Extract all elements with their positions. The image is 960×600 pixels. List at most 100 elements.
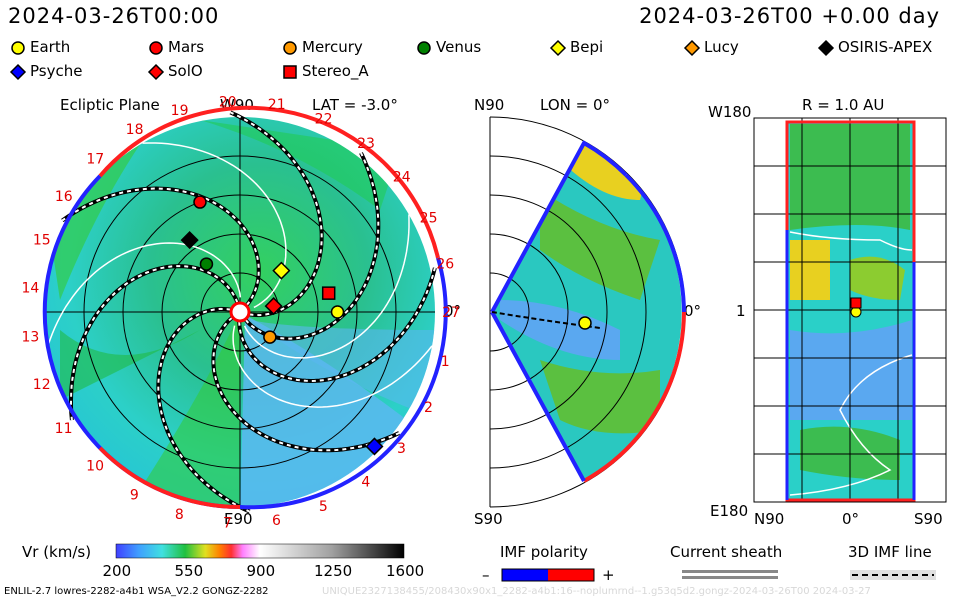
imf-line-dash (61, 187, 260, 306)
colorbar-tick-1250: 1250 (314, 562, 353, 580)
colorbar-label: Vr (km/s) (22, 543, 92, 561)
meridional-earth-marker (578, 316, 592, 330)
body-mercury (263, 330, 277, 344)
legend-marker (147, 63, 165, 80)
carrington-tick-17: 17 (86, 151, 104, 167)
carrington-tick-2: 2 (424, 400, 433, 416)
carrington-tick-5: 5 (319, 499, 328, 515)
legend-item-osiris-apex: OSIRIS-APEX (817, 38, 933, 56)
carrington-tick-21: 21 (268, 97, 286, 113)
datetime-left: 2024-03-26T00:00 (8, 4, 220, 28)
legend-marker (149, 40, 163, 55)
legend-item-mars: Mars (148, 38, 204, 56)
body-earth (330, 305, 345, 319)
radial-stereo-marker (850, 297, 862, 309)
carrington-tick-23: 23 (357, 136, 375, 152)
legend-label: OSIRIS-APEX (838, 38, 933, 56)
imf-line-dash (157, 307, 251, 513)
sun-marker (229, 301, 251, 323)
carrington-tick-19: 19 (171, 103, 189, 119)
radial-r-label: R = 1.0 AU (802, 96, 885, 114)
ecliptic-boundary-red (98, 105, 440, 259)
legend-label: Venus (436, 38, 482, 56)
legend-marker (683, 39, 701, 56)
footer-right: UNIQUE2327138455/208430x90x1_2282-a4b1:1… (322, 586, 871, 597)
colorbar-tick-900: 900 (246, 562, 276, 580)
ecliptic-title: Ecliptic Plane (60, 96, 160, 114)
ecliptic-spirals (47, 110, 437, 514)
legend-marker (417, 40, 431, 55)
body-stereo-a (321, 286, 336, 300)
legend-item-bepi: Bepi (549, 38, 603, 56)
datetime-right: 2024-03-26T00 +0.00 day (639, 4, 940, 28)
sheath-label: Current sheath (670, 543, 783, 561)
radial-x-mid-label: 0° (842, 510, 860, 528)
carrington-tick-18: 18 (126, 122, 144, 138)
colorbar-tick-550: 550 (174, 562, 204, 580)
ecliptic-right-label: 0° (444, 302, 462, 320)
ecliptic-bodies (180, 195, 384, 456)
radial-x-right-label: S90 (914, 510, 943, 528)
radial-left-mid-label: 1 (736, 302, 746, 320)
radial-x-left-label: N90 (754, 510, 785, 528)
current-sheath-line (47, 242, 242, 347)
meridional-right-label: 0° (684, 302, 702, 320)
legend-item-mercury: Mercury (282, 38, 363, 56)
carrington-tick-24: 24 (393, 169, 411, 185)
radial-left-bottom-label: E180 (710, 502, 749, 520)
legend-marker (549, 39, 567, 56)
imf-minus: – (482, 566, 490, 584)
current-sheath-line (243, 214, 410, 359)
meridional-top-label: N90 (474, 96, 505, 114)
carrington-tick-14: 14 (21, 280, 39, 296)
body-bepi (272, 261, 291, 280)
colorbar-tick-1600: 1600 (386, 562, 425, 580)
imfline-label: 3D IMF line (848, 543, 932, 561)
radial-left-top-label: W180 (708, 103, 752, 121)
carrington-tick-3: 3 (397, 441, 406, 457)
legend-label: Earth (30, 38, 71, 56)
body-solo (264, 297, 283, 316)
body-mars (193, 195, 207, 209)
imf-line-dash (229, 111, 323, 317)
footer-left: ENLIL-2.7 lowres-2282-a4b1 WSA_V2.2 GONG… (4, 586, 269, 597)
meridional-boundary-red (583, 311, 686, 483)
colorbar-tick-200: 200 (102, 562, 132, 580)
carrington-tick-12: 12 (33, 377, 51, 393)
legend-item-lucy: Lucy (683, 38, 739, 56)
legend-marker (11, 40, 25, 55)
legend-label: SolO (168, 62, 203, 80)
carrington-tick-11: 11 (55, 421, 73, 437)
ecliptic-bottom-label: E90 (224, 510, 253, 528)
legend-item-venus: Venus (416, 38, 481, 56)
ecliptic-lat-label: LAT = -3.0° (312, 96, 398, 114)
imf-line-dash (238, 267, 436, 383)
legend-label: Mars (168, 38, 205, 56)
current-sheath-line (232, 325, 433, 408)
imf-label: IMF polarity (500, 543, 588, 561)
carrington-tick-15: 15 (33, 233, 51, 249)
meridional-boundary-blue (490, 140, 628, 313)
legend-label: Mercury (302, 38, 363, 56)
meridional-bottom-label: S90 (474, 510, 503, 528)
carrington-tick-1: 1 (441, 354, 450, 370)
ecliptic-boundary-red2 (98, 446, 241, 510)
legend-marker (9, 63, 27, 80)
body-osiris-apex (180, 231, 199, 250)
current-sheath-line (142, 142, 287, 309)
meridional-lon-label: LON = 0° (540, 96, 610, 114)
legend-item-solo: SolO (147, 62, 203, 80)
imf-plus: + (602, 566, 615, 584)
legend-label: Stereo_A (302, 62, 369, 80)
legend-label: Lucy (704, 38, 739, 56)
legend-marker (817, 39, 835, 56)
legend-item-stereo-a: Stereo_A (282, 62, 369, 80)
